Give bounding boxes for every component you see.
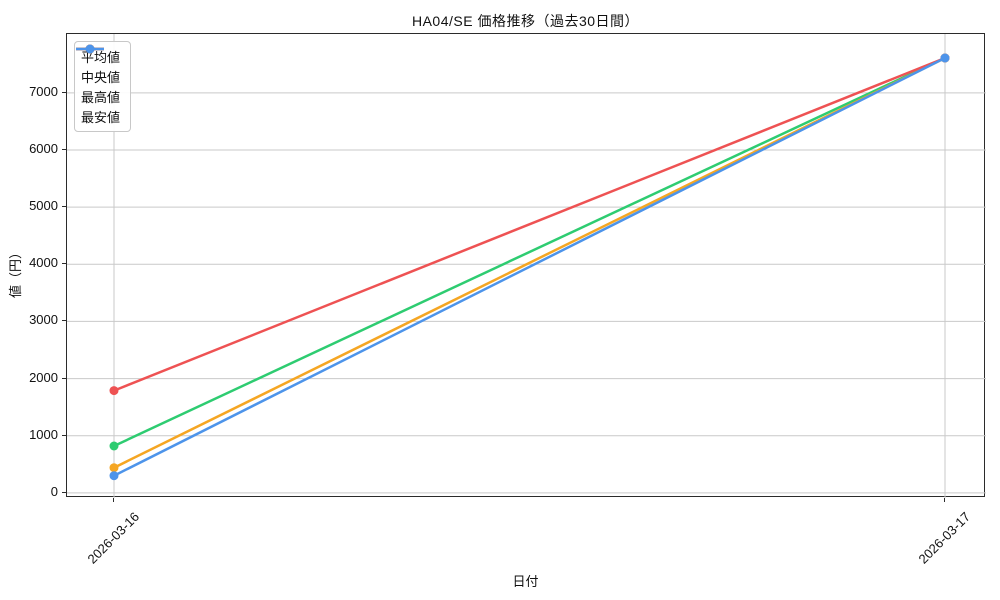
y-tick-mark — [62, 149, 66, 150]
legend-item: 中央値 — [76, 44, 121, 86]
y-tick-label: 5000 — [29, 198, 58, 213]
legend-label: 平均値 — [81, 50, 121, 65]
y-tick-mark — [62, 378, 66, 379]
x-tick-mark — [944, 498, 945, 502]
plot-area: 平均値中央値最高値最安値 — [66, 33, 986, 498]
y-tick-mark — [62, 320, 66, 321]
y-tick-label: 3000 — [29, 312, 58, 327]
series-point — [109, 441, 119, 451]
legend-label: 中央値 — [81, 70, 121, 85]
series-point — [109, 386, 119, 396]
y-tick-mark — [62, 263, 66, 264]
x-tick-label: 2026-03-16 — [83, 509, 142, 567]
legend-label: 最安値 — [81, 110, 121, 125]
chart-title: HA04/SE 価格推移（過去30日間） — [411, 13, 640, 29]
x-axis-label: 日付 — [512, 574, 539, 589]
x-tick-label: 2026-03-17 — [914, 509, 973, 567]
y-tick-mark — [62, 92, 66, 93]
y-tick-mark — [62, 435, 66, 436]
series-line — [112, 56, 947, 448]
series-line — [112, 56, 947, 392]
y-tick-mark — [62, 206, 66, 207]
y-tick-label: 1000 — [29, 427, 58, 442]
x-tick-mark — [113, 498, 114, 502]
y-tick-label: 0 — [50, 484, 58, 499]
series-point — [109, 463, 119, 473]
legend-item: 最高値 — [76, 44, 121, 106]
legend: 平均値中央値最高値最安値 — [74, 41, 132, 132]
legend-marker-icon — [76, 44, 104, 54]
y-tick-label: 2000 — [29, 370, 58, 385]
y-tick-label: 7000 — [29, 84, 58, 99]
legend-item: 最安値 — [76, 44, 121, 126]
y-tick-mark — [62, 492, 66, 493]
series-line — [112, 56, 947, 477]
series-point — [109, 471, 119, 481]
legend-label: 最高値 — [81, 90, 121, 105]
series-point — [940, 53, 950, 63]
y-tick-label: 4000 — [29, 255, 58, 270]
y-tick-label: 6000 — [29, 141, 58, 156]
line-chart — [67, 34, 986, 498]
